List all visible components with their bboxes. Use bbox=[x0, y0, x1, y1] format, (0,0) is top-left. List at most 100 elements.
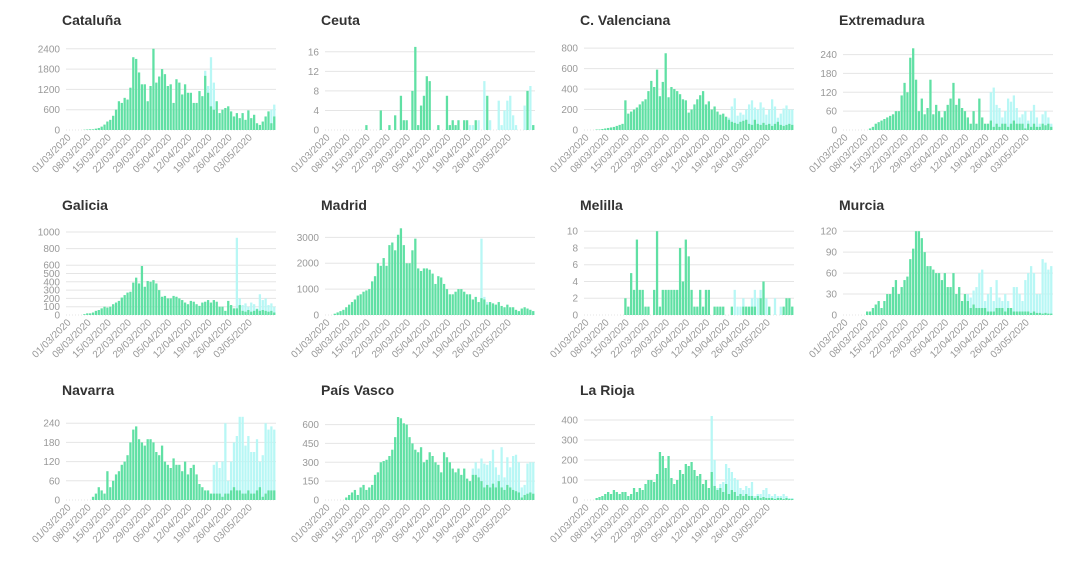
bar-other bbox=[261, 300, 264, 315]
bar-confirmed bbox=[195, 102, 198, 130]
chart-svg: 048121601/03/202008/03/202015/03/202022/… bbox=[289, 46, 535, 176]
bar-confirmed bbox=[958, 287, 961, 315]
y-tick-label: 4 bbox=[572, 277, 578, 288]
chart-panel: Galicia 0 100 200 300 400 500 600 800 1000 01/03/2… bbox=[0, 185, 276, 370]
bar-confirmed bbox=[935, 104, 938, 130]
bar-confirmed bbox=[632, 109, 636, 130]
bar-confirmed bbox=[457, 120, 460, 130]
bar-confirmed bbox=[143, 84, 146, 130]
bar-confirmed bbox=[765, 124, 768, 130]
bar-confirmed bbox=[270, 123, 273, 130]
y-tick-label: 240 bbox=[820, 50, 837, 61]
bar-other bbox=[1038, 294, 1041, 315]
y-tick-label: 300 bbox=[302, 458, 319, 469]
bar-confirmed bbox=[779, 124, 782, 130]
bar-confirmed bbox=[376, 472, 380, 500]
bar-confirmed bbox=[747, 123, 751, 130]
chart-title: Murcia bbox=[839, 197, 885, 213]
bar-confirmed bbox=[169, 298, 172, 315]
y-tick-label: 30 bbox=[826, 290, 838, 301]
chart-panel: La Rioja 0 100 200 300 400 01/03/2020 08/03/202… bbox=[518, 370, 794, 555]
bar-confirmed bbox=[1047, 123, 1050, 130]
bar-confirmed bbox=[229, 111, 233, 130]
bar-confirmed bbox=[520, 497, 523, 500]
y-tick-label: 450 bbox=[302, 439, 319, 450]
bar-confirmed bbox=[673, 484, 676, 500]
y-tick-label: 12 bbox=[308, 67, 320, 78]
bar-confirmed bbox=[382, 258, 385, 315]
bar-confirmed bbox=[926, 266, 929, 315]
chart-panel: Madrid 0 1000 2000 3000 01/03/2020 08/03/2020 1… bbox=[259, 185, 535, 370]
bar-confirmed bbox=[348, 304, 351, 315]
bar-confirmed bbox=[206, 92, 210, 130]
bar-confirmed bbox=[753, 306, 757, 315]
y-tick-label: 240 bbox=[43, 419, 60, 430]
bar-confirmed bbox=[1038, 126, 1041, 130]
chart-title: Cataluña bbox=[62, 12, 122, 28]
bar-confirmed bbox=[868, 311, 872, 315]
bar-confirmed bbox=[359, 487, 362, 500]
bar-confirmed bbox=[411, 250, 414, 315]
bar-confirmed bbox=[871, 126, 875, 130]
bar-other bbox=[270, 303, 273, 315]
bar-confirmed bbox=[655, 231, 659, 315]
bar-confirmed bbox=[227, 493, 230, 500]
bar-other bbox=[235, 237, 239, 315]
bar-confirmed bbox=[186, 474, 190, 500]
bar-confirmed bbox=[770, 125, 774, 130]
bar-confirmed bbox=[747, 306, 751, 315]
bar-confirmed bbox=[635, 239, 639, 315]
bar-other bbox=[1018, 294, 1021, 315]
bar-confirmed bbox=[252, 310, 256, 315]
bar-confirmed bbox=[1044, 312, 1047, 315]
bar-other bbox=[264, 298, 267, 315]
bar-confirmed bbox=[365, 125, 368, 130]
bar-confirmed bbox=[402, 423, 405, 500]
bar-confirmed bbox=[112, 304, 115, 315]
bar-confirmed bbox=[112, 480, 115, 500]
bar-confirmed bbox=[877, 122, 880, 130]
bar-other bbox=[235, 436, 239, 500]
bar-confirmed bbox=[699, 474, 702, 500]
chart-panel: Cataluña 0 600 1200 1800 2400 01/03/2020 08/03/… bbox=[0, 0, 276, 185]
bar-confirmed bbox=[929, 79, 932, 130]
bar-confirmed bbox=[166, 298, 169, 315]
y-tick-label: 90 bbox=[826, 248, 838, 259]
bar-confirmed bbox=[172, 458, 175, 500]
bar-confirmed bbox=[1018, 123, 1021, 130]
y-tick-label: 1200 bbox=[38, 85, 61, 96]
bar-confirmed bbox=[618, 494, 621, 500]
bar-confirmed bbox=[1035, 126, 1039, 130]
bar-confirmed bbox=[897, 111, 900, 130]
bar-confirmed bbox=[500, 305, 503, 315]
bar-confirmed bbox=[952, 273, 955, 315]
bar-confirmed bbox=[650, 80, 653, 130]
bar-other bbox=[1050, 266, 1053, 315]
y-tick-label: 400 bbox=[561, 416, 578, 427]
bar-confirmed bbox=[880, 308, 883, 315]
bar-confirmed bbox=[724, 484, 728, 500]
bar-confirmed bbox=[100, 308, 103, 315]
bar-confirmed bbox=[949, 287, 952, 315]
bar-confirmed bbox=[883, 301, 886, 315]
bar-confirmed bbox=[661, 289, 664, 315]
y-tick-label: 0 bbox=[54, 496, 60, 507]
bar-confirmed bbox=[382, 461, 385, 500]
bar-confirmed bbox=[655, 69, 659, 130]
bar-confirmed bbox=[940, 280, 944, 315]
bar-confirmed bbox=[595, 129, 598, 130]
bar-confirmed bbox=[693, 306, 696, 315]
bar-confirmed bbox=[914, 231, 918, 315]
bar-confirmed bbox=[399, 228, 403, 315]
bar-confirmed bbox=[929, 266, 932, 315]
bar-confirmed bbox=[408, 263, 411, 315]
bar-confirmed bbox=[445, 457, 449, 500]
bar-other bbox=[244, 303, 247, 315]
bar-confirmed bbox=[630, 494, 633, 500]
bar-confirmed bbox=[201, 96, 204, 130]
bar-confirmed bbox=[667, 97, 670, 130]
bar-other bbox=[532, 462, 535, 500]
bar-confirmed bbox=[1044, 125, 1047, 130]
bar-confirmed bbox=[632, 289, 636, 315]
bar-confirmed bbox=[106, 471, 109, 500]
